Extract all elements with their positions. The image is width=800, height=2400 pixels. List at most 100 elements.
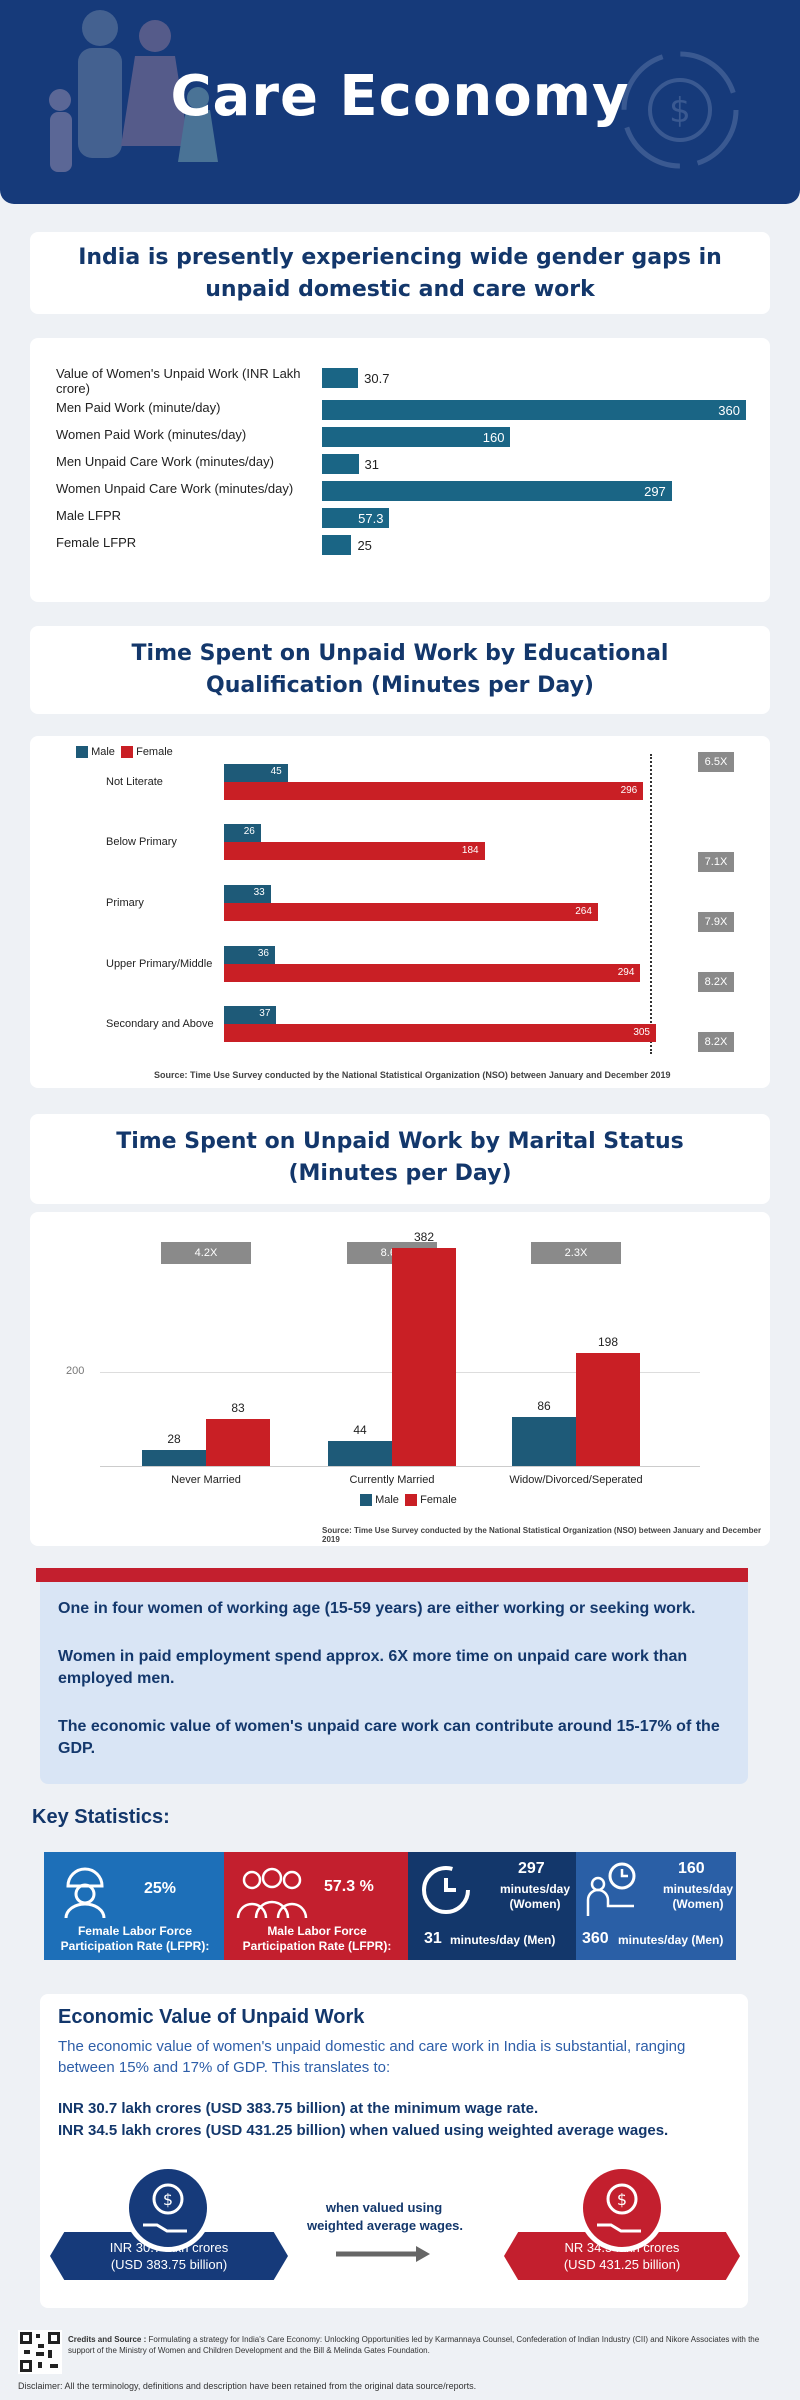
edu-category-label: Not Literate: [106, 776, 163, 788]
female-value: 83: [231, 1400, 245, 1415]
c1-bar: [322, 508, 390, 528]
section3-title: Time Spent on Unpaid Work by Marital Sta…: [116, 1129, 684, 1186]
female-bar: [206, 1418, 270, 1466]
female-lfpr-label: Female Labor Force Participation Rate (L…: [60, 1924, 210, 1953]
section2-chart-card: Male Female Not Literate 45 296 6.5X Below P…: [30, 736, 770, 1088]
male-value: 37: [259, 1008, 271, 1019]
c1-bar: [322, 535, 352, 555]
ratio-badge: 8.2X: [698, 972, 734, 992]
female-value: 184: [461, 845, 479, 856]
female-value: 264: [575, 906, 592, 917]
stat-card-male-lfpr: 57.3 % Male Labor Force Participation Ra…: [224, 1852, 408, 1960]
section2-source: Source: Time Use Survey conducted by the…: [154, 1070, 671, 1080]
c1-value: 31: [364, 457, 379, 472]
arrow-text-2: weighted average wages.: [306, 2218, 464, 2233]
note-2: Women in paid employment spend approx. 6…: [58, 1648, 688, 1687]
qr-code-icon: [18, 2330, 62, 2374]
section2-title-card: Time Spent on Unpaid Work by Educational…: [30, 626, 770, 714]
page-title: Care Economy: [170, 64, 630, 129]
marital-ratio-badge: 4.2X: [161, 1242, 251, 1264]
female-value: 294: [617, 967, 635, 978]
clock-icon: [422, 1866, 470, 1914]
male-bar: [224, 885, 271, 903]
men-paid-value: 360: [582, 1930, 609, 1947]
female-bar: [576, 1353, 640, 1466]
left-money-circle: $: [124, 2164, 212, 2252]
credits-label: Credits and Source :: [68, 2335, 147, 2344]
female-value: 382: [413, 1230, 435, 1244]
svg-text:$: $: [163, 2190, 173, 2209]
stat-card-unpaid-care: 297 minutes/day (Women) 31 minutes/day (…: [408, 1852, 576, 1960]
svg-text:$: $: [617, 2190, 627, 2209]
ratio-badge: 8.2X: [698, 1032, 734, 1052]
male-bar: [142, 1450, 206, 1466]
ratio-divider: [650, 754, 652, 1054]
women-paid-unit: minutes/day (Women): [662, 1882, 734, 1911]
svg-text:$: $: [669, 91, 691, 131]
left-badge-line2: (USD 383.75 billion): [110, 2257, 228, 2272]
section1-chart-card: Value of Women's Unpaid Work (INR Lakh c…: [30, 338, 770, 602]
right-money-circle: $: [578, 2164, 666, 2252]
ytick-200: 200: [66, 1365, 85, 1377]
men-paid-unit: minutes/day (Men): [618, 1933, 724, 1947]
section3-source: Source: Time Use Survey conducted by the…: [322, 1526, 762, 1544]
female-value: 198: [597, 1335, 619, 1349]
c1-bar: [322, 400, 746, 420]
female-bar: [392, 1248, 456, 1466]
male-value: 33: [253, 887, 265, 898]
men-unpaid-unit: minutes/day (Men): [450, 1933, 556, 1947]
legend-3: Male Female: [360, 1494, 457, 1507]
male-bar: [224, 946, 275, 964]
male-lfpr-value: 57.3 %: [324, 1878, 374, 1895]
marital-category-label: Currently Married: [349, 1474, 435, 1486]
male-value: 86: [537, 1398, 551, 1413]
c1-row-label: Male LFPR: [56, 508, 122, 523]
arrow-text-1: when valued using: [325, 2200, 443, 2215]
male-bar: [328, 1440, 392, 1466]
right-value-badge: NR 34.5 lakh crores (USD 431.25 billion): [504, 2232, 740, 2280]
right-badge-line2: (USD 431.25 billion): [563, 2257, 681, 2272]
c1-row-label: Women Paid Work (minutes/day): [56, 427, 247, 442]
c1-value: 25: [357, 538, 372, 553]
c1-row-label: Value of Women's Unpaid Work (INR Lakh c…: [56, 366, 301, 396]
note-3: The economic value of women's unpaid car…: [58, 1718, 720, 1757]
legend-male-swatch: [76, 746, 88, 759]
c1-row-label: Women Unpaid Care Work (minutes/day): [56, 481, 294, 496]
credits: Credits and Source : Formulating a strat…: [68, 2334, 772, 2356]
female-value: 296: [620, 785, 638, 796]
section2-title: Time Spent on Unpaid Work by Educational…: [131, 641, 669, 698]
c1-row-label: Men Paid Work (minute/day): [56, 400, 221, 415]
section1-title-card: India is presently experiencing wide gen…: [30, 232, 770, 314]
stat-card-paid-work: 160 minutes/day (Women) 360 minutes/day …: [576, 1852, 736, 1960]
male-bar: [224, 1006, 277, 1024]
section1-title: India is presently experiencing wide gen…: [78, 245, 722, 302]
c1-bar: [322, 368, 359, 388]
economic-value-line1: INR 30.7 lakh crores (USD 383.75 billion…: [58, 2100, 539, 2117]
women-unpaid-unit: minutes/day (Women): [500, 1882, 571, 1911]
c1-value: 57.3: [358, 511, 384, 526]
women-unpaid-value: 297: [518, 1860, 545, 1877]
male-value: 36: [257, 948, 269, 959]
female-bar: [224, 782, 644, 800]
men-unpaid-value: 31: [424, 1930, 442, 1947]
credits-text: Formulating a strategy for India's Care …: [68, 2335, 760, 2355]
left-value-badge: INR 30.7 lakh crores (USD 383.75 billion…: [50, 2232, 288, 2280]
economic-value-line2: INR 34.5 lakh crores (USD 431.25 billion…: [58, 2122, 669, 2139]
ratio-badge: 7.1X: [698, 852, 734, 872]
notes-red-bar: [36, 1568, 748, 1582]
female-value: 305: [633, 1027, 650, 1038]
marital-category-label: Never Married: [171, 1474, 241, 1486]
legend-female-label: Female: [136, 746, 173, 758]
marital-category-label: Widow/Divorced/Seperated: [509, 1474, 643, 1486]
right-arrow-icon: [336, 2246, 430, 2262]
legend3-male-label: Male: [375, 1494, 399, 1506]
family-illustration-icon: [49, 10, 218, 172]
dollar-cycle-icon: $: [621, 51, 739, 169]
c1-bar: [322, 427, 511, 447]
c1-row-label: Female LFPR: [56, 535, 137, 550]
baseline: [100, 1466, 700, 1467]
economic-value-intro: The economic value of women's unpaid dom…: [58, 2038, 686, 2076]
c1-row-label: Men Unpaid Care Work (minutes/day): [56, 454, 274, 469]
key-notes-box: One in four women of working age (15-59 …: [40, 1568, 748, 1784]
male-value: 44: [353, 1422, 367, 1437]
